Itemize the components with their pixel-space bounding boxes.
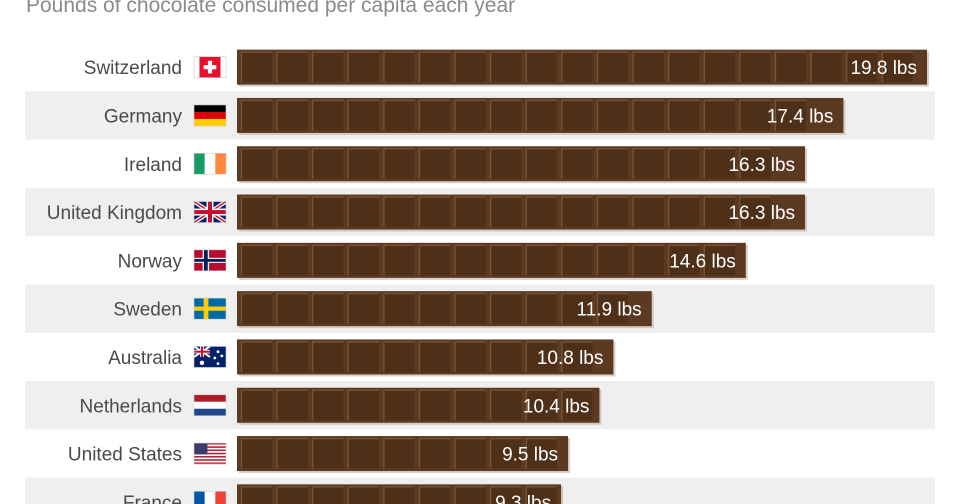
category-label: United Kingdom — [47, 203, 182, 224]
value-label: 19.8 lbs — [850, 58, 917, 79]
sweden-flag-icon — [193, 297, 227, 320]
value-label: 9.5 lbs — [502, 445, 558, 466]
netherlands-flag-icon — [193, 394, 227, 417]
category-label: France — [123, 493, 182, 504]
switzerland-flag-icon — [193, 56, 227, 78]
australia-flag-icon — [193, 345, 227, 368]
category-label: Norway — [118, 251, 183, 272]
value-label: 16.3 lbs — [728, 155, 795, 176]
category-label: United States — [68, 445, 182, 466]
bar — [237, 146, 808, 184]
value-label: 16.3 lbs — [728, 203, 795, 224]
bar — [237, 242, 748, 280]
norway-flag-icon — [193, 249, 227, 272]
category-label: Sweden — [113, 300, 182, 321]
value-label: 9.3 lbs — [495, 493, 551, 504]
ireland-flag-icon — [193, 152, 227, 175]
bar — [237, 97, 846, 135]
france-flag-icon — [193, 491, 227, 504]
value-label: 14.6 lbs — [669, 251, 736, 272]
germany-flag-icon — [193, 104, 227, 127]
bar — [237, 484, 564, 504]
bar — [237, 194, 808, 232]
category-label: Switzerland — [84, 58, 182, 79]
usa-flag-icon — [193, 442, 227, 465]
bar — [237, 49, 929, 87]
bar — [237, 436, 571, 474]
value-label: 10.8 lbs — [537, 348, 604, 369]
value-label: 17.4 lbs — [767, 106, 834, 127]
chart-subtitle: Pounds of chocolate consumed per capita … — [26, 0, 516, 17]
value-label: 10.4 lbs — [523, 396, 590, 417]
bar — [237, 291, 654, 329]
category-label: Netherlands — [80, 396, 182, 417]
value-label: 11.9 lbs — [577, 300, 642, 321]
category-label: Australia — [108, 348, 182, 369]
uk-flag-icon — [192, 199, 228, 225]
bar — [237, 339, 616, 377]
category-label: Germany — [104, 106, 183, 127]
category-label: Ireland — [124, 155, 182, 176]
bar — [237, 387, 602, 425]
